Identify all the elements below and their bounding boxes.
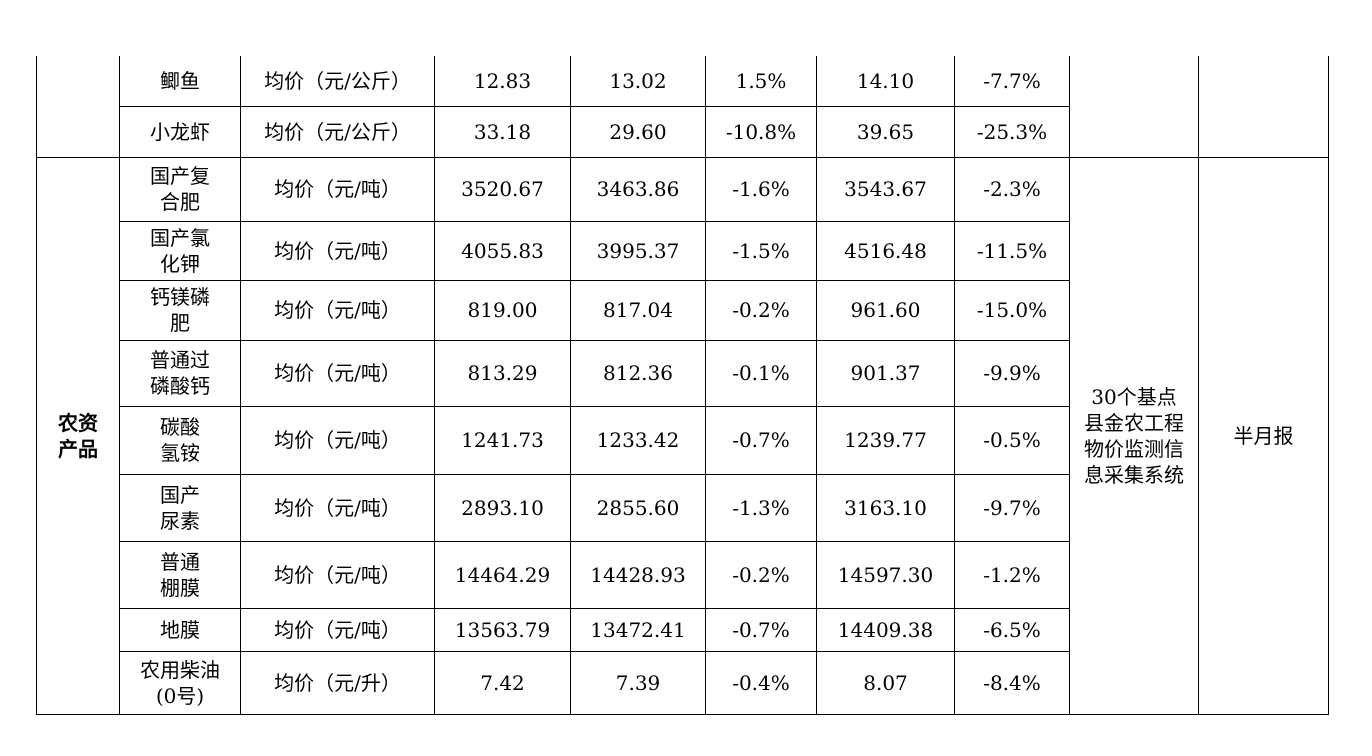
change-vs-previous: -1.5% — [705, 220, 817, 281]
table-row: 钙镁磷肥 均价（元/吨） 819.00 817.04 -0.2% 961.60 … — [37, 279, 1329, 341]
price-year-ago: 39.65 — [816, 105, 955, 158]
frequency-cell: 半月报 — [1198, 156, 1329, 715]
price-current: 813.29 — [434, 339, 571, 407]
change-vs-previous: -0.4% — [705, 650, 817, 715]
change-vs-previous: -10.8% — [705, 105, 817, 158]
table-row: 鲫鱼 均价（元/公斤） 12.83 13.02 1.5% 14.10 -7.7% — [36, 56, 1329, 158]
price-current: 819.00 — [434, 279, 571, 341]
change-vs-previous: -0.7% — [705, 405, 817, 475]
item-name: 国产氯化钾 — [119, 220, 241, 281]
price-previous: 817.04 — [570, 279, 706, 341]
item-unit: 均价（元/吨） — [240, 339, 435, 407]
item-unit: 均价（元/公斤） — [240, 56, 435, 107]
price-year-ago: 1239.77 — [816, 405, 955, 475]
table-row: 地膜 均价（元/吨） 13563.79 13472.41 -0.7% 14409… — [37, 607, 1329, 652]
price-year-ago: 4516.48 — [816, 220, 955, 281]
price-previous: 29.60 — [570, 105, 706, 158]
change-vs-previous: -0.7% — [705, 607, 817, 652]
price-previous: 14428.93 — [570, 540, 706, 609]
price-year-ago: 14.10 — [816, 56, 955, 107]
item-unit: 均价（元/吨） — [240, 156, 435, 222]
change-vs-previous: 1.5% — [705, 56, 817, 107]
price-current: 3520.67 — [434, 156, 571, 222]
item-name: 碳酸氢铵 — [119, 405, 241, 475]
price-current: 2893.10 — [434, 473, 571, 542]
item-unit: 均价（元/吨） — [240, 405, 435, 475]
item-name: 普通棚膜 — [119, 540, 241, 609]
price-year-ago: 961.60 — [816, 279, 955, 341]
change-vs-previous: -1.6% — [705, 156, 817, 222]
item-name: 地膜 — [119, 607, 241, 652]
price-year-ago: 14409.38 — [816, 607, 955, 652]
price-current: 4055.83 — [434, 220, 571, 281]
item-name: 鲫鱼 — [119, 56, 241, 107]
item-unit: 均价（元/吨） — [240, 279, 435, 341]
change-vs-year-ago: -6.5% — [954, 607, 1070, 652]
price-year-ago: 8.07 — [816, 650, 955, 715]
category-cell-continued — [36, 56, 120, 158]
price-current: 14464.29 — [434, 540, 571, 609]
source-cell-continued — [1069, 56, 1199, 158]
price-table: 鲫鱼 均价（元/公斤） 12.83 13.02 1.5% 14.10 -7.7%… — [36, 56, 1329, 715]
price-previous: 13.02 — [570, 56, 706, 107]
price-previous: 812.36 — [570, 339, 706, 407]
item-name: 国产尿素 — [119, 473, 241, 542]
category-label: 农资产品 — [58, 410, 98, 461]
table-row: 国产氯化钾 均价（元/吨） 4055.83 3995.37 -1.5% 4516… — [37, 220, 1329, 281]
change-vs-year-ago: -8.4% — [954, 650, 1070, 715]
item-unit: 均价（元/公斤） — [240, 105, 435, 158]
price-previous: 7.39 — [570, 650, 706, 715]
item-unit: 均价（元/吨） — [240, 220, 435, 281]
price-previous: 3995.37 — [570, 220, 706, 281]
change-vs-year-ago: -0.5% — [954, 405, 1070, 475]
category-cell: 农资产品 — [36, 156, 120, 715]
change-vs-year-ago: -9.7% — [954, 473, 1070, 542]
change-vs-year-ago: -2.3% — [954, 156, 1070, 222]
price-previous: 2855.60 — [570, 473, 706, 542]
data-source-cell: 30个基点县金农工程物价监测信息采集系统 — [1069, 156, 1199, 715]
table-row: 农用柴油(0号) 均价（元/升） 7.42 7.39 -0.4% 8.07 -8… — [37, 650, 1329, 715]
item-unit: 均价（元/吨） — [240, 540, 435, 609]
item-unit: 均价（元/吨） — [240, 473, 435, 542]
price-current: 7.42 — [434, 650, 571, 715]
table-row: 农资产品 国产复合肥 均价（元/吨） 3520.67 3463.86 -1.6%… — [36, 156, 1329, 715]
item-name: 农用柴油(0号) — [119, 650, 241, 715]
item-name: 普通过磷酸钙 — [119, 339, 241, 407]
price-previous: 3463.86 — [570, 156, 706, 222]
change-vs-year-ago: -7.7% — [954, 56, 1070, 107]
item-unit: 均价（元/升） — [240, 650, 435, 715]
item-name: 国产复合肥 — [119, 156, 241, 222]
price-current: 13563.79 — [434, 607, 571, 652]
change-vs-year-ago: -11.5% — [954, 220, 1070, 281]
item-unit: 均价（元/吨） — [240, 607, 435, 652]
table-row: 碳酸氢铵 均价（元/吨） 1241.73 1233.42 -0.7% 1239.… — [37, 405, 1329, 475]
price-current: 12.83 — [434, 56, 571, 107]
price-year-ago: 901.37 — [816, 339, 955, 407]
change-vs-previous: -0.2% — [705, 279, 817, 341]
price-year-ago: 3163.10 — [816, 473, 955, 542]
price-previous: 1233.42 — [570, 405, 706, 475]
price-year-ago: 14597.30 — [816, 540, 955, 609]
price-current: 1241.73 — [434, 405, 571, 475]
price-year-ago: 3543.67 — [816, 156, 955, 222]
change-vs-previous: -1.3% — [705, 473, 817, 542]
change-vs-year-ago: -25.3% — [954, 105, 1070, 158]
item-name: 钙镁磷肥 — [119, 279, 241, 341]
table-row: 普通棚膜 均价（元/吨） 14464.29 14428.93 -0.2% 145… — [37, 540, 1329, 609]
change-vs-year-ago: -15.0% — [954, 279, 1070, 341]
price-previous: 13472.41 — [570, 607, 706, 652]
table-body: 鲫鱼 均价（元/公斤） 12.83 13.02 1.5% 14.10 -7.7%… — [36, 56, 1329, 715]
change-vs-year-ago: -9.9% — [954, 339, 1070, 407]
data-source-label: 30个基点县金农工程物价监测信息采集系统 — [1084, 384, 1184, 487]
item-name: 小龙虾 — [119, 105, 241, 158]
change-vs-year-ago: -1.2% — [954, 540, 1070, 609]
change-vs-previous: -0.2% — [705, 540, 817, 609]
frequency-cell-continued — [1198, 56, 1329, 158]
change-vs-previous: -0.1% — [705, 339, 817, 407]
table-row: 普通过磷酸钙 均价（元/吨） 813.29 812.36 -0.1% 901.3… — [37, 339, 1329, 407]
price-current: 33.18 — [434, 105, 571, 158]
table-row: 国产尿素 均价（元/吨） 2893.10 2855.60 -1.3% 3163.… — [37, 473, 1329, 542]
